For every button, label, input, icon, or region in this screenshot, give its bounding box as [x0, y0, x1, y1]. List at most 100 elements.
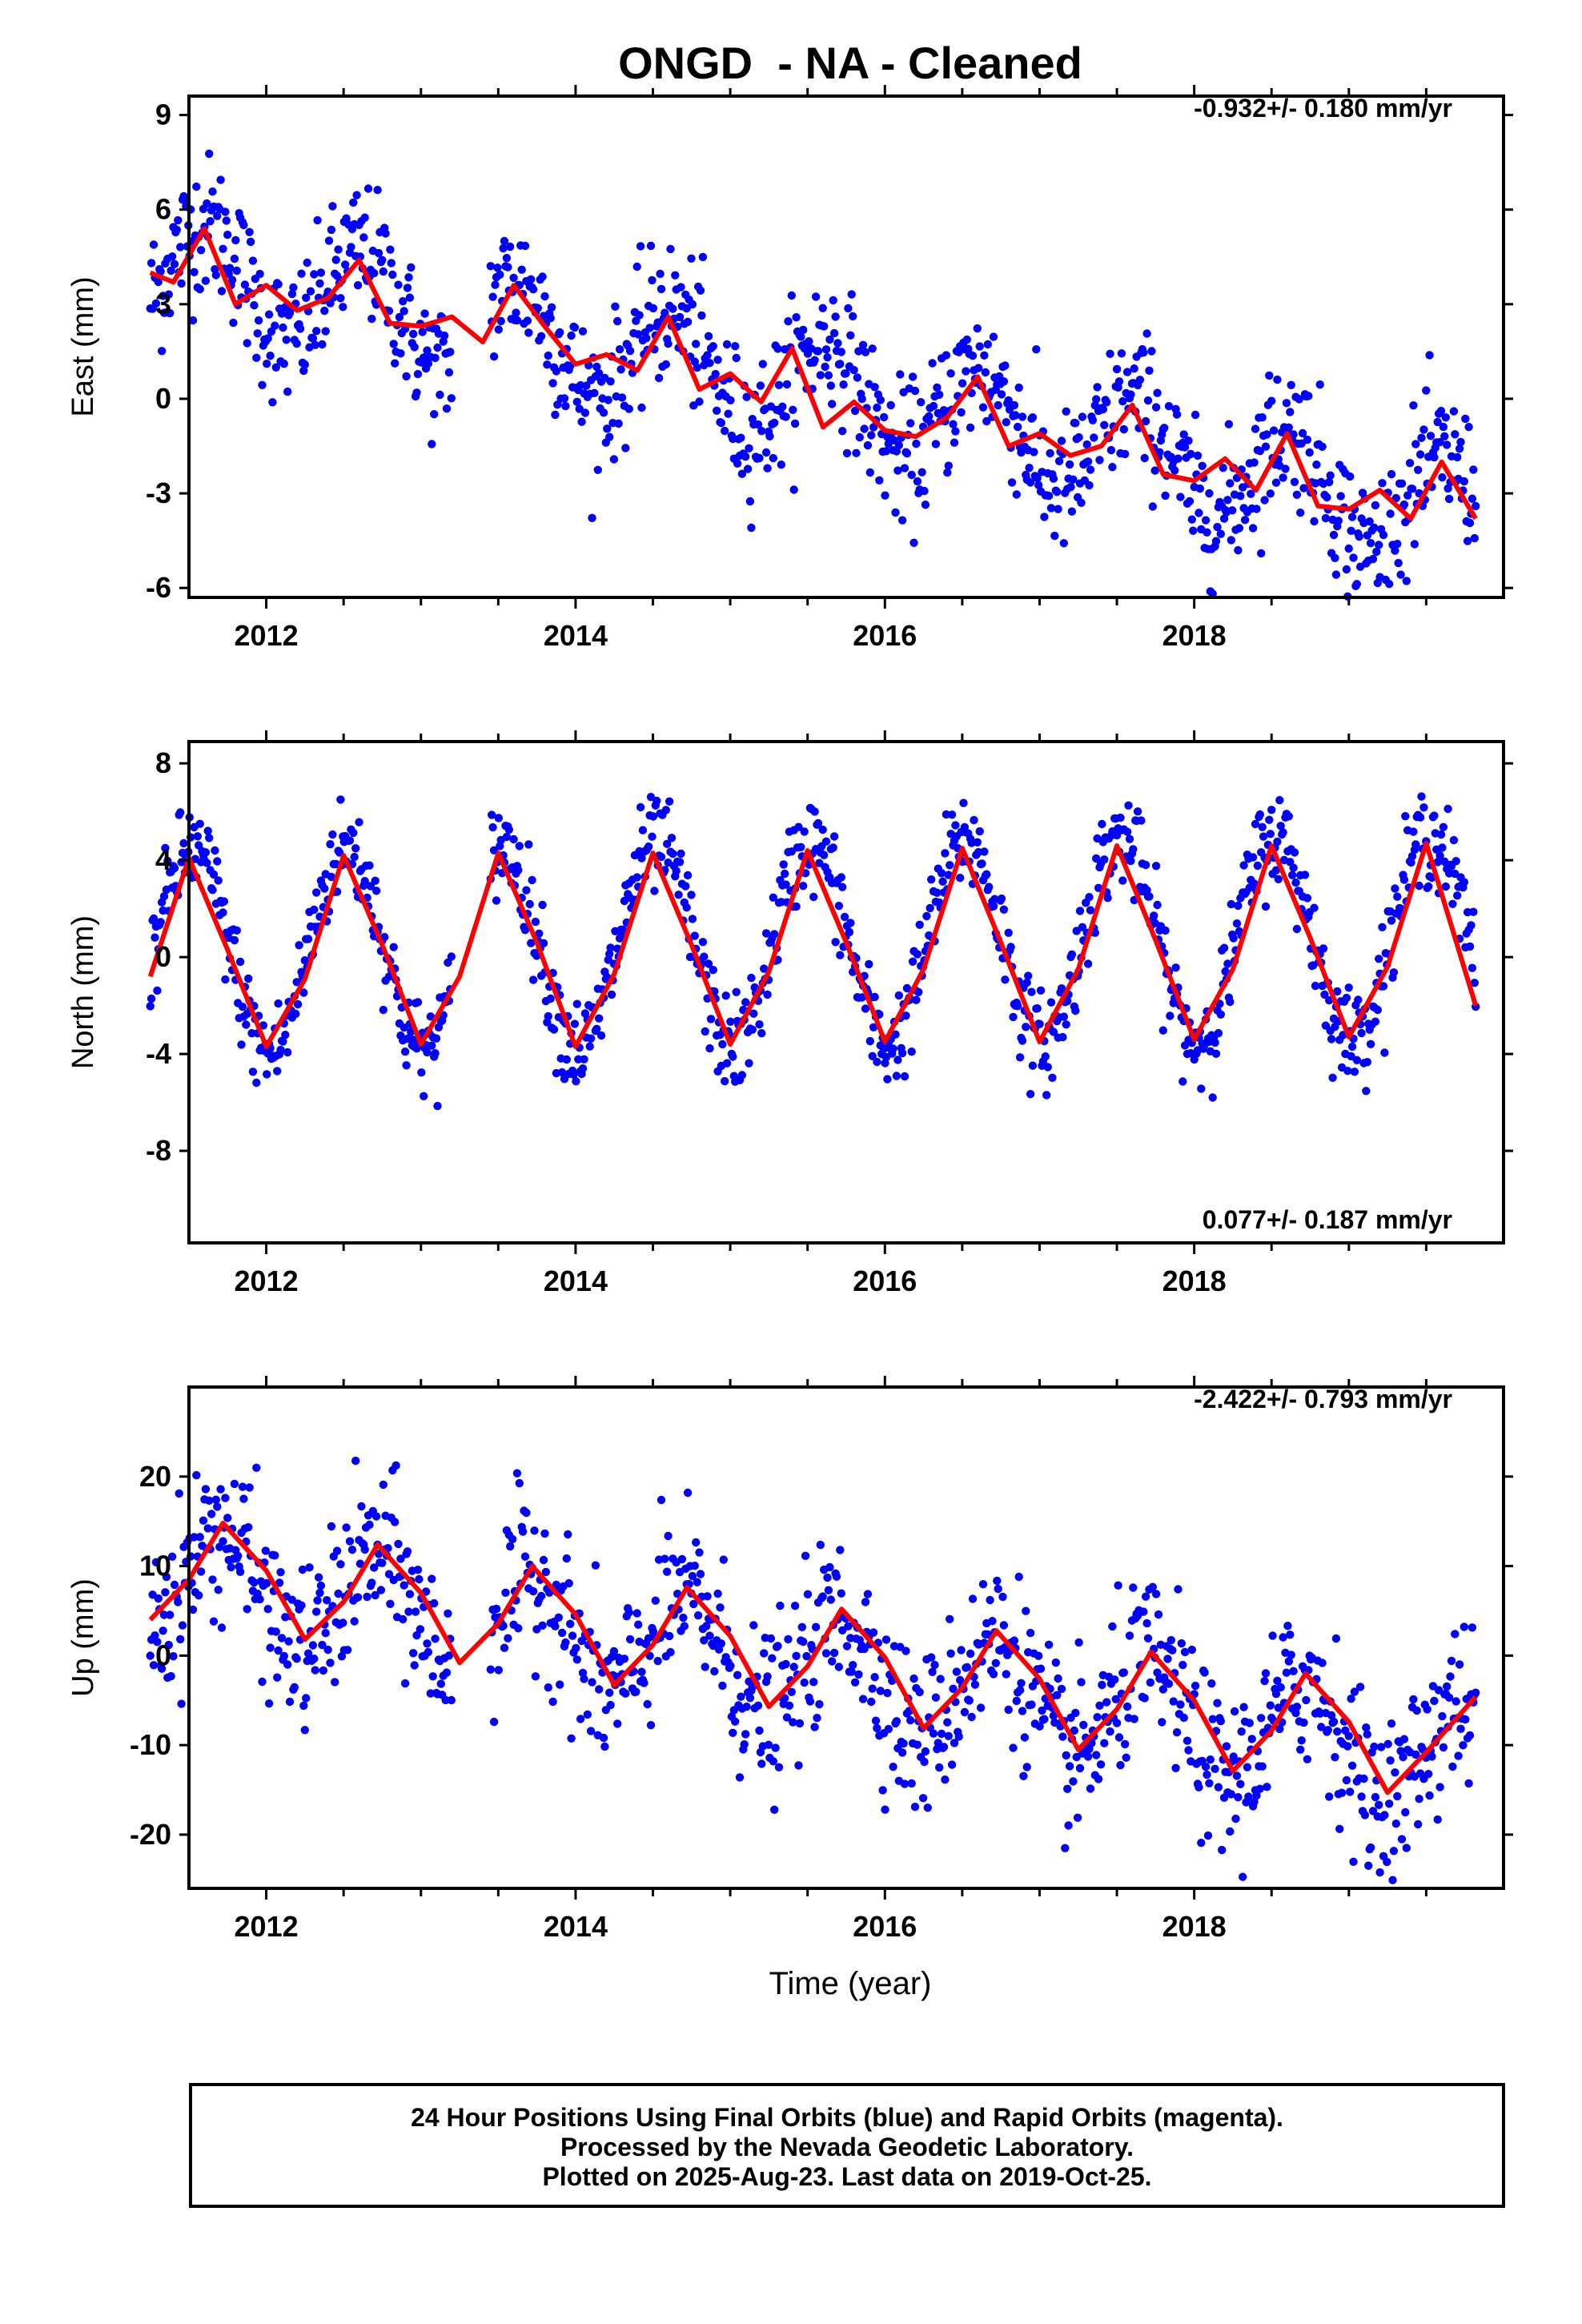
east-point: [302, 293, 311, 302]
north-point: [417, 1068, 426, 1077]
up-point: [528, 1586, 538, 1596]
up-point: [693, 1578, 701, 1586]
north-point: [819, 850, 829, 859]
north-point: [709, 966, 717, 975]
up-point: [921, 1747, 930, 1756]
east-point: [1331, 570, 1341, 579]
up-point: [518, 1527, 528, 1536]
north-point: [1411, 840, 1420, 849]
north-point: [1006, 943, 1015, 951]
east-point: [418, 328, 427, 336]
up-point: [1415, 1795, 1423, 1803]
up-point: [918, 1794, 928, 1803]
north-point: [989, 902, 998, 911]
up-point: [311, 1666, 319, 1675]
north-point: [698, 938, 708, 947]
up-y-tick-label: 0: [155, 1638, 171, 1671]
up-point: [805, 1697, 815, 1706]
up-x-tick-label: 2016: [853, 1910, 917, 1943]
up-point: [666, 1647, 675, 1657]
north-point: [349, 828, 358, 838]
up-point: [1061, 1844, 1070, 1852]
east-point: [1213, 522, 1222, 532]
east-point: [1470, 533, 1480, 543]
east-y-tick-label: 6: [155, 193, 171, 226]
up-point: [624, 1608, 633, 1617]
east-point: [790, 419, 800, 428]
east-point: [359, 233, 368, 242]
up-point: [998, 1592, 1007, 1602]
north-point: [147, 994, 156, 1003]
east-point: [378, 255, 387, 264]
up-point: [1146, 1678, 1155, 1687]
up-point: [1252, 1791, 1261, 1800]
up-point: [316, 1581, 326, 1590]
north-point: [426, 1012, 435, 1021]
east-point: [279, 360, 288, 368]
north-point: [704, 959, 713, 968]
north-point: [350, 852, 359, 862]
east-point: [907, 470, 916, 480]
east-point: [621, 444, 630, 452]
east-point: [1440, 432, 1449, 440]
east-point: [761, 448, 771, 457]
east-point: [675, 312, 685, 322]
north-point: [163, 856, 172, 866]
north-point: [681, 882, 690, 891]
north-point: [230, 935, 239, 945]
up-point: [1472, 1688, 1480, 1697]
east-point: [328, 202, 337, 211]
north-point: [737, 1071, 747, 1080]
east-point: [489, 352, 499, 361]
east-point: [1198, 461, 1207, 470]
up-point: [764, 1740, 773, 1749]
north-point: [1211, 1038, 1219, 1047]
east-point: [611, 302, 620, 311]
east-point: [879, 412, 889, 422]
up-point: [530, 1526, 539, 1535]
east-point: [1334, 517, 1343, 525]
up-point: [834, 1663, 844, 1671]
north-point: [1258, 822, 1267, 832]
east-point: [709, 342, 717, 351]
east-point: [704, 332, 713, 340]
north-point: [247, 1029, 256, 1038]
east-point: [1260, 496, 1269, 505]
up-point: [1053, 1691, 1062, 1699]
up-point: [404, 1607, 413, 1616]
east-point: [336, 294, 345, 303]
east-point: [865, 468, 875, 477]
east-point: [1289, 430, 1298, 439]
east-point: [913, 476, 922, 486]
legend-line-1: 24 Hour Positions Using Final Orbits (bl…: [411, 2103, 1283, 2132]
east-point: [440, 331, 449, 340]
north-point: [908, 957, 917, 967]
east-point: [424, 359, 433, 368]
north-point: [956, 874, 965, 883]
east-point: [223, 231, 232, 239]
east-point: [246, 237, 255, 247]
north-point: [1103, 894, 1112, 903]
up-point: [700, 1636, 709, 1645]
up-point: [379, 1480, 387, 1490]
north-point: [1083, 959, 1093, 968]
east-point: [196, 246, 206, 255]
north-point: [840, 912, 849, 922]
north-point: [328, 830, 337, 839]
north-point: [585, 1042, 594, 1051]
east-point: [604, 396, 612, 404]
up-point: [1388, 1876, 1397, 1884]
north-point: [578, 1064, 588, 1073]
up-point: [1079, 1720, 1088, 1730]
east-point: [488, 292, 497, 301]
up-point: [1110, 1675, 1119, 1684]
up-point: [929, 1729, 938, 1738]
east-point: [958, 379, 967, 388]
east-point: [544, 351, 552, 360]
up-point: [506, 1542, 515, 1551]
north-point: [913, 950, 922, 959]
north-point: [1137, 816, 1146, 825]
up-point: [1130, 1715, 1138, 1723]
north-point: [531, 917, 540, 927]
up-point: [250, 1578, 259, 1587]
